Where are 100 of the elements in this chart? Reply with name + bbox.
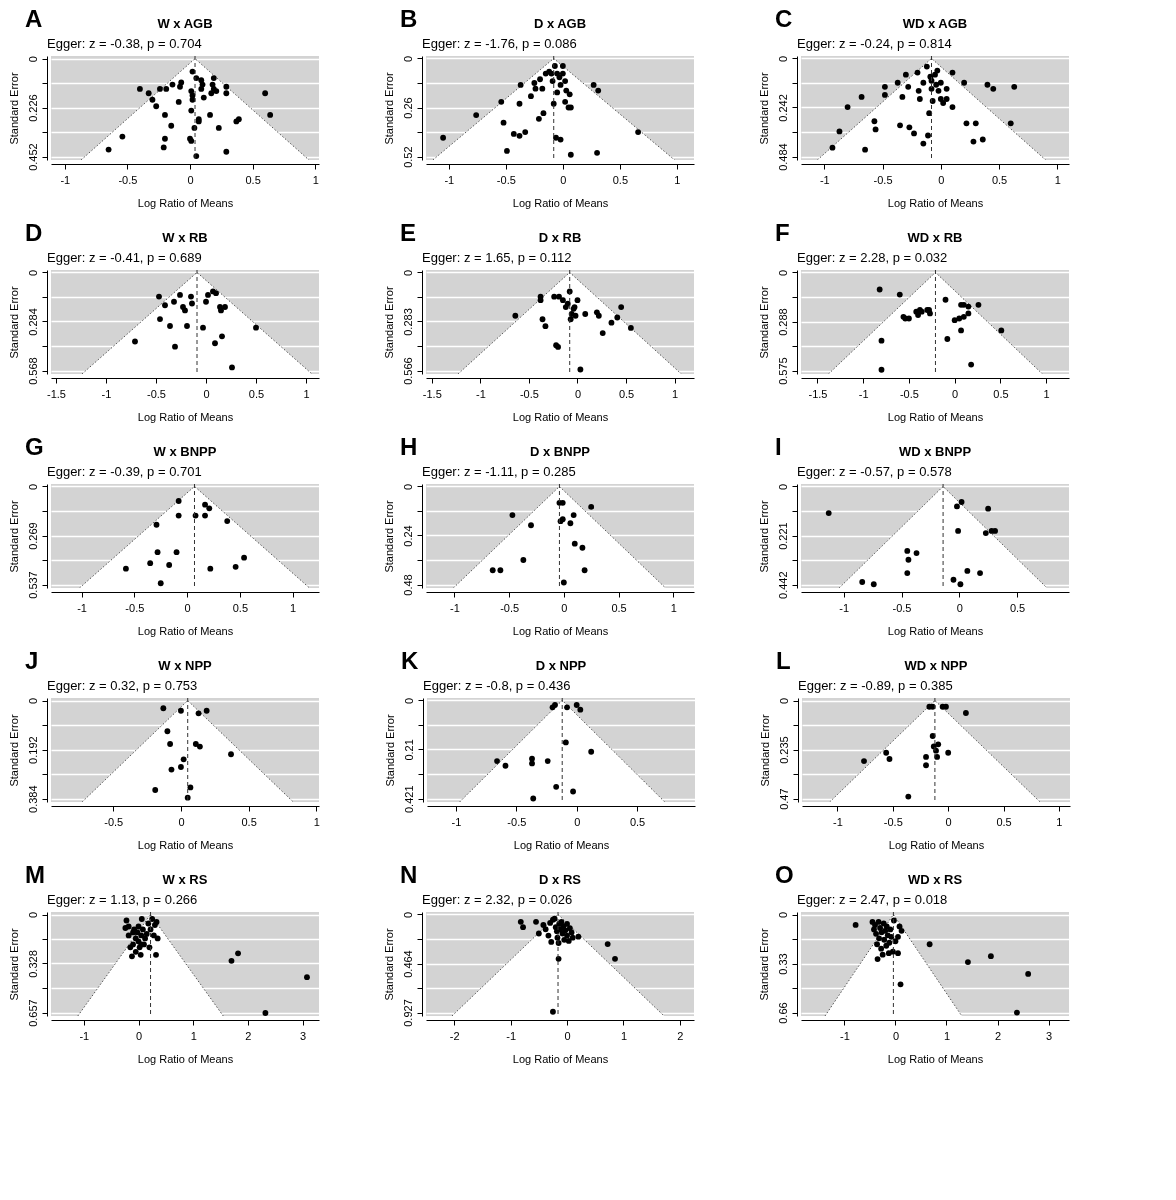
y-tick-label: 0.657 <box>26 999 39 1027</box>
chart-title: W x RS <box>162 872 208 887</box>
y-tick-label: 0 <box>26 911 39 919</box>
x-tick-label: 0.5 <box>611 601 627 614</box>
x-tick-label: 0.5 <box>629 815 646 828</box>
x-tick-label: 1 <box>672 387 679 400</box>
y-tick-label: 0.927 <box>401 999 414 1027</box>
y-tick-label: 0.575 <box>776 357 789 385</box>
y-axis-title: Standard Error <box>382 72 395 145</box>
x-tick-label: 1 <box>190 1029 197 1042</box>
y-tick-label: 0.221 <box>776 522 789 550</box>
y-axis-title: Standard Error <box>7 928 20 1001</box>
x-tick-label: -1 <box>101 387 112 400</box>
x-tick-label: 0.5 <box>241 815 257 828</box>
y-tick-label: 0 <box>776 55 789 62</box>
x-tick-label: -1 <box>839 601 850 614</box>
chart-subtitle: Egger: z = -0.38, p = 0.704 <box>47 36 202 51</box>
y-tick-label: 0 <box>401 483 414 491</box>
x-tick-label: -0.5 <box>104 815 124 828</box>
x-tick-label: -1 <box>840 1029 850 1042</box>
x-axis-title: Log Ratio of Means <box>512 196 609 209</box>
x-tick-label: 1 <box>674 173 681 186</box>
x-tick-label: -1 <box>60 173 71 186</box>
y-tick-label: 0.283 <box>401 308 414 336</box>
x-axis-title: Log Ratio of Means <box>137 838 234 851</box>
y-axis-title: Standard Error <box>758 714 771 787</box>
y-tick-label: 0.384 <box>26 785 39 813</box>
x-axis-title: Log Ratio of Means <box>512 624 609 637</box>
chart-subtitle: Egger: z = 0.32, p = 0.753 <box>47 678 198 693</box>
x-tick-label: 0 <box>203 387 210 400</box>
y-tick-label: 0.288 <box>776 308 789 336</box>
chart-subtitle: Egger: z = -0.41, p = 0.689 <box>47 250 202 265</box>
x-tick-label: 1 <box>312 173 319 186</box>
x-tick-label: 1 <box>620 1029 628 1042</box>
text: B <box>400 5 418 32</box>
x-tick-label: 2 <box>677 1029 684 1042</box>
x-tick-label: -1 <box>451 815 462 828</box>
y-axis-title: Standard Error <box>382 286 395 359</box>
x-tick-label: -0.5 <box>125 601 145 614</box>
x-tick-label: 0 <box>564 1029 571 1042</box>
x-tick-label: -1 <box>450 601 460 614</box>
text: N <box>400 861 418 888</box>
chart-title: D x AGB <box>533 16 587 31</box>
text: M <box>25 861 45 888</box>
chart-title: D x NPP <box>535 658 587 673</box>
x-tick-label: -1 <box>444 173 455 186</box>
y-axis-title: Standard Error <box>7 72 20 145</box>
x-tick-label: -1 <box>819 173 830 186</box>
x-tick-label: -1 <box>506 1029 517 1042</box>
x-tick-label: 3 <box>1046 1029 1053 1042</box>
y-tick-label: 0.537 <box>26 571 39 599</box>
y-tick-label: 0 <box>26 56 39 63</box>
x-axis-title: Log Ratio of Means <box>887 410 984 423</box>
y-tick-label: 0 <box>776 483 789 491</box>
chart-title: W x BNPP <box>153 444 217 459</box>
y-tick-label: 0.48 <box>401 574 414 596</box>
x-tick-label: -1 <box>475 387 486 400</box>
x-tick-label: 0 <box>561 601 568 614</box>
x-tick-label: 0.5 <box>248 387 265 400</box>
y-axis-title: Standard Error <box>383 714 396 787</box>
chart-title: D x BNPP <box>530 444 591 459</box>
x-tick-label: 0 <box>952 387 959 400</box>
text: O <box>775 861 794 888</box>
y-axis-title: Standard Error <box>7 714 20 787</box>
y-tick-label: 0.66 <box>776 1002 789 1024</box>
x-tick-label: 1 <box>303 387 310 400</box>
x-tick-label: 2 <box>994 1029 1002 1042</box>
x-tick-label: 0 <box>574 387 582 400</box>
x-tick-label: -0.5 <box>500 601 520 614</box>
x-tick-label: -0.5 <box>883 815 903 828</box>
x-tick-label: -1 <box>833 815 843 828</box>
x-tick-label: 0 <box>184 601 191 614</box>
y-tick-label: 0.421 <box>402 785 415 813</box>
x-tick-label: 0 <box>135 1029 143 1042</box>
y-axis-title: Standard Error <box>7 286 20 359</box>
x-tick-label: 2 <box>245 1029 252 1042</box>
x-tick-label: -0.5 <box>899 387 919 400</box>
x-tick-label: 0.5 <box>245 173 261 186</box>
x-tick-label: -1 <box>77 601 87 614</box>
text: F <box>775 219 790 246</box>
text: L <box>776 647 791 674</box>
y-tick-label: 0.47 <box>777 788 790 810</box>
x-tick-label: 1 <box>1043 387 1050 400</box>
x-tick-label: 1 <box>670 601 677 614</box>
x-tick-label: 0 <box>560 173 567 186</box>
y-tick-label: 0 <box>26 697 39 705</box>
x-tick-label: 0.5 <box>232 601 249 614</box>
chart-subtitle: Egger: z = -0.39, p = 0.701 <box>47 464 202 479</box>
x-tick-label: 1 <box>1054 173 1061 186</box>
y-tick-label: 0.269 <box>26 522 39 550</box>
chart-subtitle: Egger: z = -0.8, p = 0.436 <box>423 678 571 693</box>
y-tick-label: 0.328 <box>26 950 39 978</box>
x-tick-label: -0.5 <box>519 387 539 400</box>
chart-subtitle: Egger: z = 2.28, p = 0.032 <box>797 250 948 265</box>
y-axis-title: Standard Error <box>757 500 770 573</box>
y-axis-title: Standard Error <box>757 72 770 145</box>
x-tick-label: -1.5 <box>808 387 828 400</box>
chart-subtitle: Egger: z = -0.89, p = 0.385 <box>798 678 953 693</box>
y-tick-label: 0 <box>401 269 414 276</box>
y-tick-label: 0.24 <box>401 525 414 547</box>
